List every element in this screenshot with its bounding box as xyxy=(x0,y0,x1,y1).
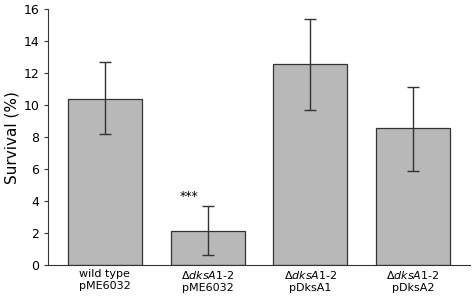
Bar xyxy=(376,127,450,265)
Bar xyxy=(171,231,245,265)
Y-axis label: Survival (%): Survival (%) xyxy=(4,91,19,184)
Text: ***: *** xyxy=(180,190,199,203)
Bar xyxy=(68,99,142,265)
Bar xyxy=(273,64,347,265)
